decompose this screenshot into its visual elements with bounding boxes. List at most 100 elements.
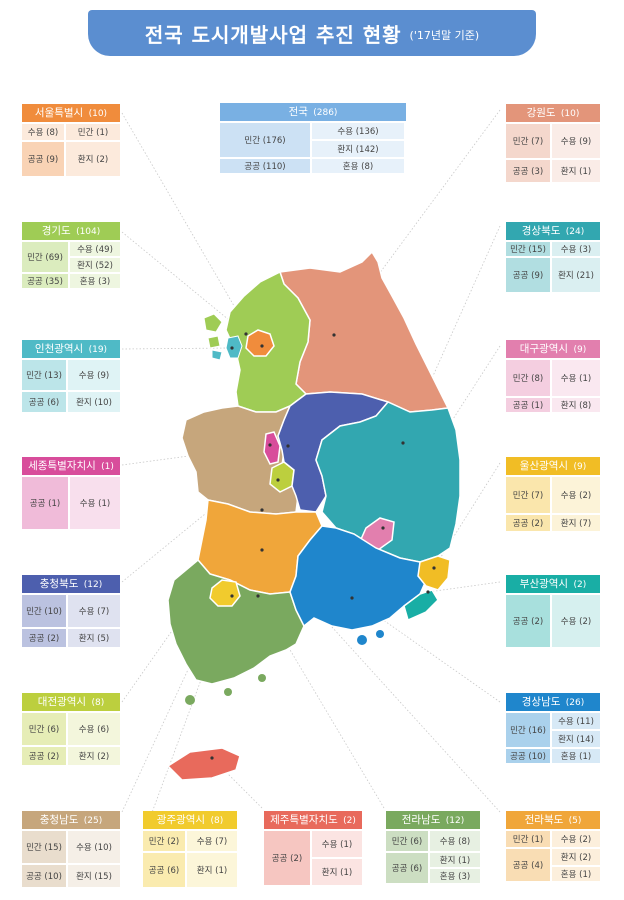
region-incheon	[225, 335, 243, 359]
card-header: 전국 (286)	[220, 103, 406, 121]
stat-hwanji: 환지 (2)	[68, 747, 120, 765]
stat-suyong: 수용 (3)	[552, 242, 600, 256]
stat-minkan: 민간 (1)	[66, 124, 120, 140]
stat-hwanji: 환지 (2)	[552, 849, 600, 865]
stat-gonggong: 공공 (10)	[22, 865, 66, 887]
stat-suyong: 수용 (136)	[312, 123, 404, 139]
stat-gonggong: 공공 (6)	[22, 392, 66, 412]
card-header: 인천광역시 (19)	[22, 340, 120, 358]
page-title: 전국 도시개발사업 추진 현황	[144, 22, 402, 47]
card-national: 전국 (286) 민간 (176) 수용 (136) 환지 (142) 공공 (…	[220, 103, 406, 173]
card-header: 부산광역시 (2)	[506, 575, 600, 593]
card-ulsan: 울산광역시 (9) 민간 (7) 수용 (2) 공공 (2) 환지 (7)	[506, 457, 600, 531]
stat-minkan: 민간 (15)	[22, 831, 66, 863]
card-header: 충청북도 (12)	[22, 575, 120, 593]
stat-hwanji: 환지 (21)	[552, 258, 600, 292]
card-header: 강원도 (10)	[506, 104, 600, 122]
stat-suyong: 수용 (10)	[68, 831, 120, 863]
stat-suyong: 수용 (11)	[552, 713, 600, 729]
card-header: 전라북도 (5)	[506, 811, 600, 829]
stat-suyong: 수용 (9)	[68, 360, 120, 390]
stat-suyong: 수용 (2)	[552, 595, 600, 647]
stat-gonggong: 공공 (6)	[386, 853, 428, 883]
stat-minkan: 민간 (6)	[386, 831, 428, 851]
card-header: 경상남도 (26)	[506, 693, 600, 711]
stat-hwanji: 환지 (1)	[312, 859, 362, 885]
stat-minkan: 민간 (2)	[143, 831, 185, 851]
stat-gonggong: 공공 (3)	[506, 160, 550, 182]
title-banner: 전국 도시개발사업 추진 현황 ('17년말 기준)	[88, 10, 536, 56]
card-daejeon: 대전광역시 (8) 민간 (6) 수용 (6) 공공 (2) 환지 (2)	[22, 693, 120, 765]
stat-gonggong: 공공 (2)	[264, 831, 310, 885]
page-subtitle: ('17년말 기준)	[409, 29, 480, 42]
card-gwangju: 광주광역시 (8) 민간 (2) 수용 (7) 공공 (6) 환지 (1)	[143, 811, 237, 887]
stat-minkan: 민간 (15)	[506, 242, 550, 256]
stat-gonggong: 공공 (2)	[506, 515, 550, 531]
stat-hwanji: 환지 (7)	[552, 515, 600, 531]
region-gnam	[289, 525, 429, 631]
stat-minkan: 민간 (16)	[506, 713, 550, 747]
stat-hwanji: 환지 (2)	[66, 142, 120, 176]
stat-gonggong: 공공 (2)	[22, 747, 66, 765]
stat-gonggong: 공공 (1)	[506, 398, 550, 412]
stat-gonggong: 공공 (1)	[22, 477, 68, 529]
card-header: 전라남도 (12)	[386, 811, 480, 829]
stat-hwanji: 환지 (8)	[552, 398, 600, 412]
stat-suyong: 수용 (1)	[70, 477, 120, 529]
card-incheon: 인천광역시 (19) 민간 (13) 수용 (9) 공공 (6) 환지 (10)	[22, 340, 120, 412]
stat-honyong: 혼용 (3)	[430, 869, 480, 883]
region-sejong	[263, 431, 281, 465]
stat-minkan: 민간 (7)	[506, 477, 550, 513]
stat-gonggong: 공공 (9)	[506, 258, 550, 292]
card-header: 제주특별자치도 (2)	[264, 811, 362, 829]
stat-honyong: 혼용 (1)	[552, 749, 600, 763]
region-seoul	[245, 329, 275, 357]
stat-hwanji: 환지 (142)	[312, 141, 404, 157]
card-cnam: 충청남도 (25) 민간 (15) 수용 (10) 공공 (10) 환지 (15…	[22, 811, 120, 887]
stat-hwanji: 환지 (1)	[187, 853, 237, 887]
stat-minkan: 민간 (176)	[220, 123, 310, 157]
card-seoul: 서울특별시 (10) 민간 (1) 수용 (8) 공공 (9) 환지 (2)	[22, 104, 120, 176]
stat-gonggong: 공공 (2)	[506, 595, 550, 647]
stat-honyong: 혼용 (3)	[70, 274, 120, 288]
stat-suyong: 수용 (8)	[22, 124, 64, 140]
stat-minkan: 민간 (8)	[506, 360, 550, 396]
stat-minkan: 민간 (1)	[506, 831, 550, 847]
stat-hwanji: 환지 (15)	[68, 865, 120, 887]
stat-minkan: 민간 (13)	[22, 360, 66, 390]
stat-gonggong: 공공 (6)	[143, 853, 185, 887]
stat-minkan: 민간 (6)	[22, 713, 66, 745]
card-header: 서울특별시 (10)	[22, 104, 120, 122]
card-jeju: 제주특별자치도 (2) 공공 (2) 수용 (1) 환지 (1)	[264, 811, 362, 885]
card-header: 경상북도 (24)	[506, 222, 600, 240]
stat-honyong: 혼용 (1)	[552, 867, 600, 881]
card-gbuk: 경상북도 (24) 민간 (15) 수용 (3) 공공 (9) 환지 (21)	[506, 222, 600, 292]
card-daegu: 대구광역시 (9) 민간 (8) 수용 (1) 공공 (1) 환지 (8)	[506, 340, 600, 412]
card-header: 대구광역시 (9)	[506, 340, 600, 358]
region-dots	[210, 332, 436, 760]
stat-suyong: 수용 (7)	[187, 831, 237, 851]
stat-suyong: 수용 (1)	[312, 831, 362, 857]
card-jnam: 전라남도 (12) 민간 (6) 수용 (8) 공공 (6) 환지 (1) 혼용…	[386, 811, 480, 883]
stat-honyong: 혼용 (8)	[312, 159, 404, 173]
stat-suyong: 수용 (2)	[552, 831, 600, 847]
card-header: 세종특별자치시 (1)	[22, 457, 120, 475]
stat-minkan: 민간 (69)	[22, 242, 68, 272]
card-cbuk: 충청북도 (12) 민간 (10) 수용 (7) 공공 (2) 환지 (5)	[22, 575, 120, 647]
card-sejong: 세종특별자치시 (1) 공공 (1) 수용 (1)	[22, 457, 120, 529]
stat-suyong: 수용 (6)	[68, 713, 120, 745]
card-header: 울산광역시 (9)	[506, 457, 600, 475]
region-gwangju	[209, 579, 241, 607]
stat-gonggong: 공공 (2)	[22, 629, 66, 647]
region-cnam	[181, 404, 299, 515]
stat-gonggong: 공공 (35)	[22, 274, 68, 288]
stat-hwanji: 환지 (1)	[552, 160, 600, 182]
card-gyeonggi: 경기도 (104) 민간 (69) 수용 (49) 환지 (52) 공공 (35…	[22, 222, 120, 288]
region-ulsan	[417, 555, 451, 591]
card-header: 충청남도 (25)	[22, 811, 120, 829]
card-header: 대전광역시 (8)	[22, 693, 120, 711]
stat-gonggong: 공공 (4)	[506, 849, 550, 881]
region-jeju	[166, 747, 241, 781]
region-jnam	[167, 558, 305, 685]
